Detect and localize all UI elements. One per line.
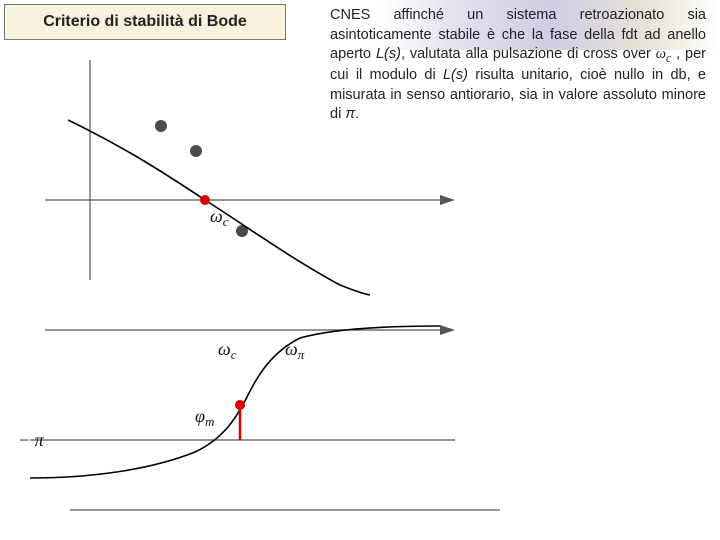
label-wpi: ωπ — [285, 339, 305, 362]
label-wc-mag: ωc — [210, 206, 229, 229]
label-phim: φm — [195, 406, 214, 429]
phase-x-axis-arrow — [440, 325, 455, 335]
phase-margin-dot — [235, 400, 245, 410]
label-minus-pi: − π — [18, 430, 45, 450]
slide: { "title": "Criterio di stabilità di Bod… — [0, 0, 720, 540]
bode-diagram: ωc ωc ωπ φm − π — [0, 0, 720, 540]
mag-x-axis-arrow — [440, 195, 455, 205]
label-wc-phase: ωc — [218, 339, 237, 362]
crossover-dot — [200, 195, 210, 205]
